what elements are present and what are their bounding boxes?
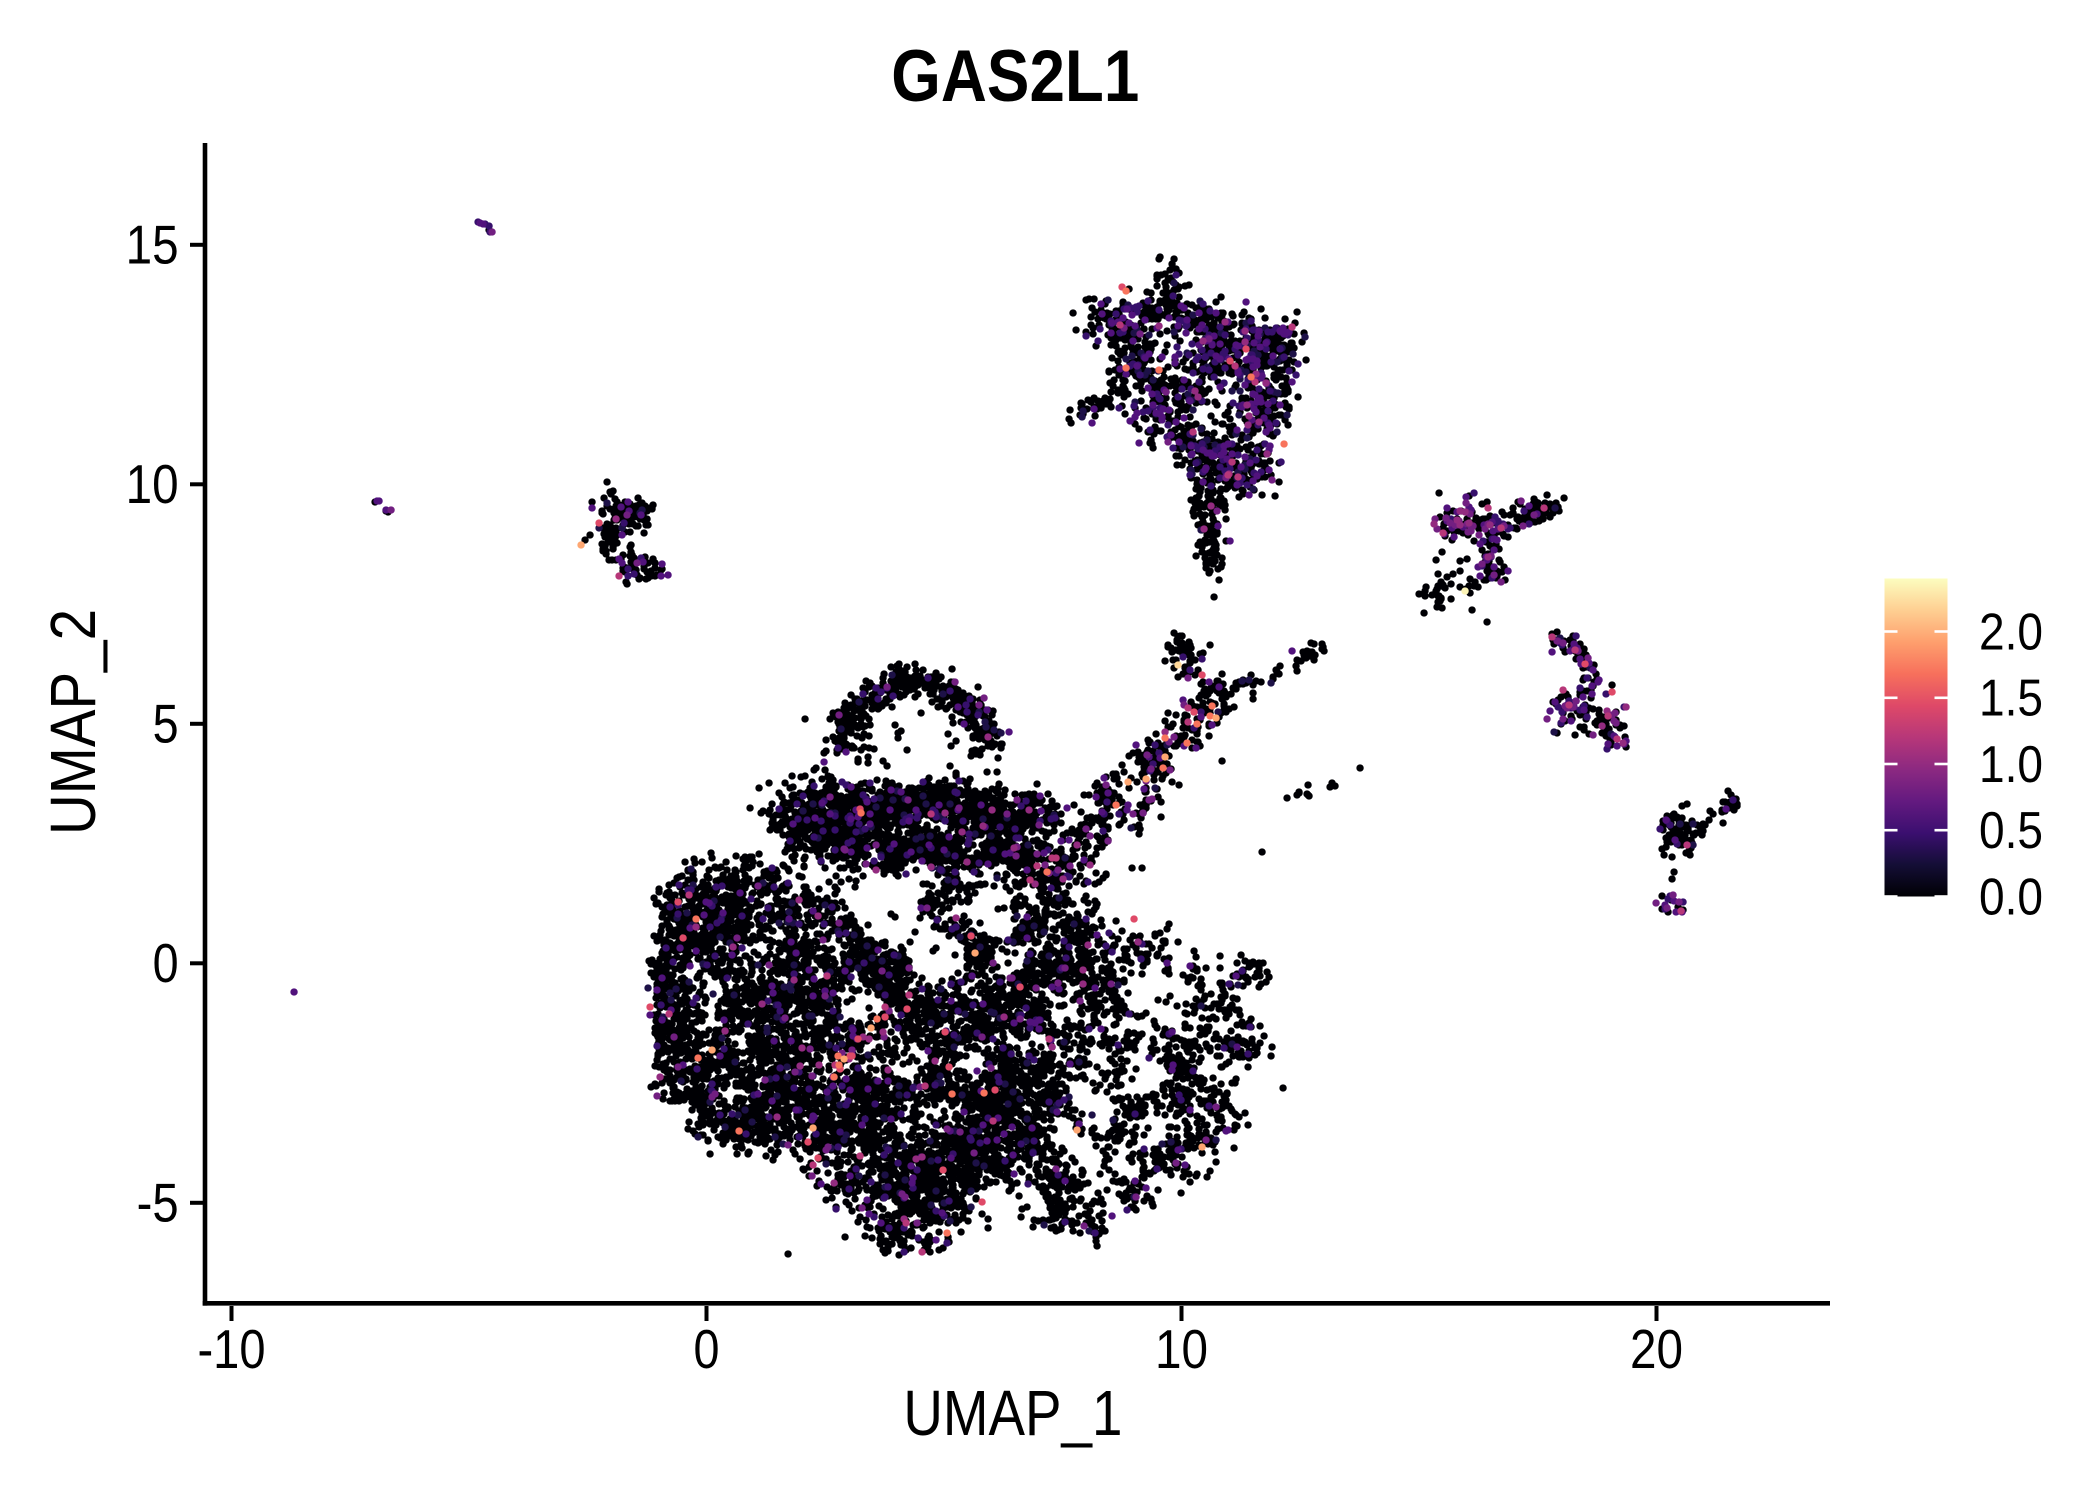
svg-text:GAS2L1: GAS2L1 [891,36,1139,117]
svg-text:15: 15 [126,214,179,276]
svg-text:UMAP_2: UMAP_2 [37,609,109,835]
svg-text:0.5: 0.5 [1979,802,2043,860]
svg-text:1.0: 1.0 [1979,736,2043,794]
svg-text:10: 10 [1155,1318,1208,1380]
svg-text:-5: -5 [137,1172,179,1234]
svg-text:0: 0 [153,932,179,994]
svg-text:20: 20 [1630,1318,1683,1380]
svg-text:-10: -10 [198,1318,266,1380]
svg-text:0: 0 [694,1318,720,1380]
svg-text:5: 5 [153,693,179,755]
svg-text:2.0: 2.0 [1979,603,2043,661]
svg-text:0.0: 0.0 [1979,868,2043,926]
svg-text:10: 10 [126,453,179,515]
svg-text:UMAP_1: UMAP_1 [903,1377,1122,1449]
svg-text:1.5: 1.5 [1979,670,2043,728]
